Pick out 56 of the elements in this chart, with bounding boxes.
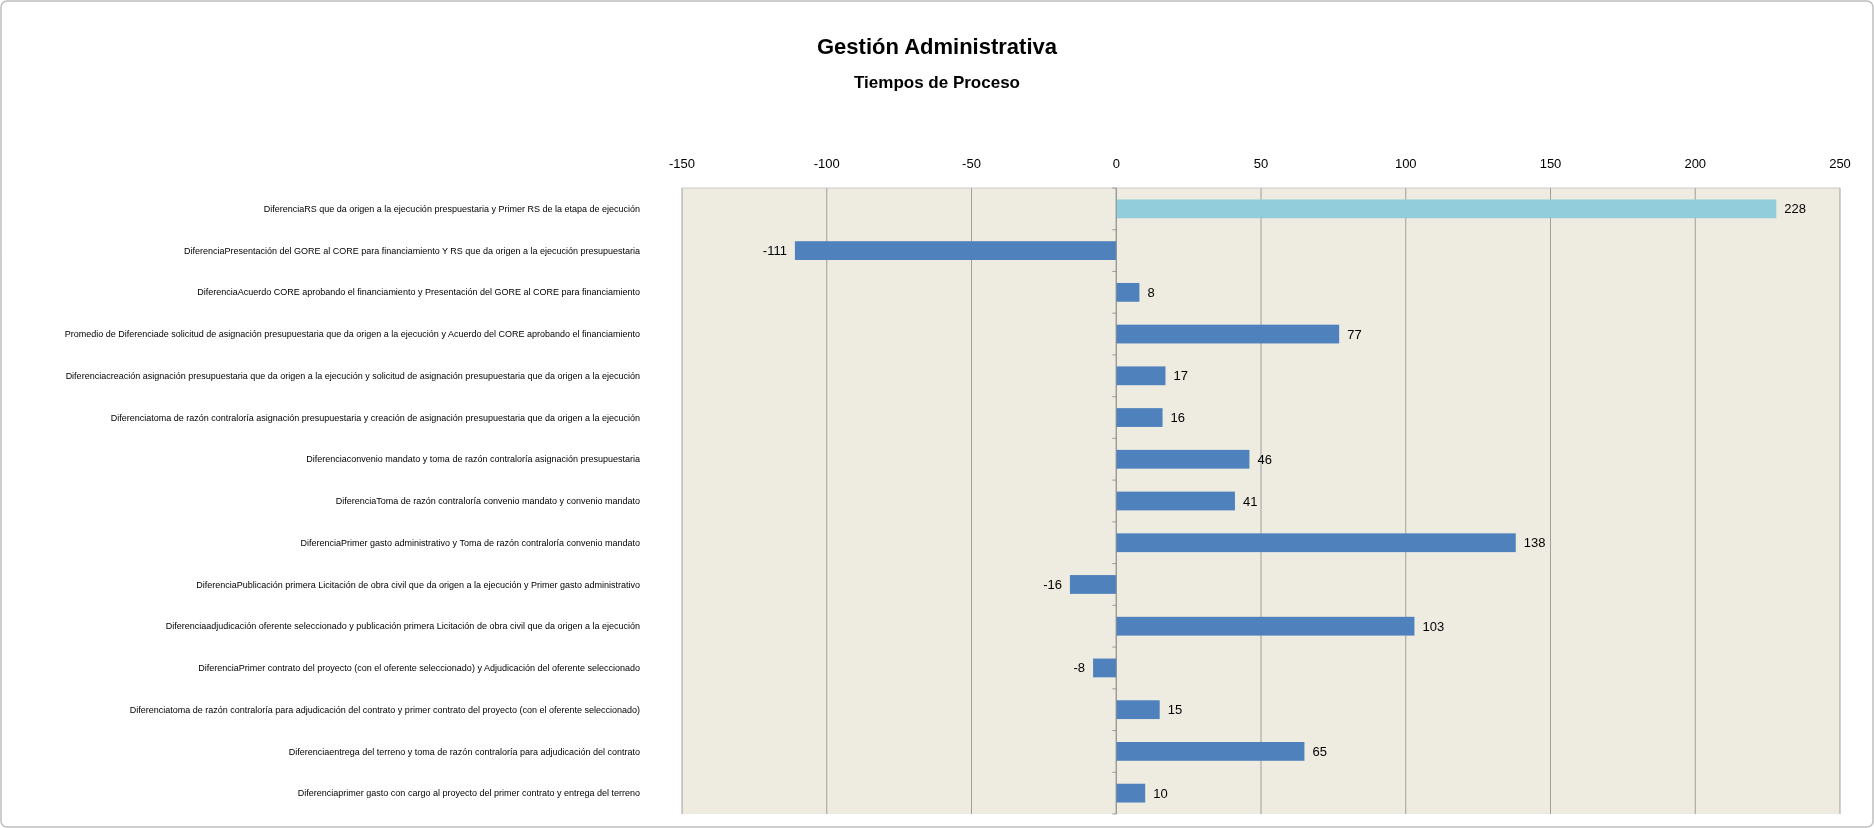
y-tick-label: DiferenciaPrimer gasto administrativo y Toma de razón contraloría convenio mandato	[300, 537, 640, 548]
bar	[1116, 199, 1777, 219]
y-tick-label: Diferenciaconvenio mandato y toma de razón contraloría asignación presupuestaria	[306, 454, 640, 465]
data-label: 16	[1170, 410, 1186, 426]
y-tick-label: Diferenciaentrega del terreno y toma de razón contraloría para adjudicación del contrato	[288, 746, 640, 757]
y-tick-label: DiferenciaPublicación primera Licitación de obra civil que da origen a la ejecución y Primer gasto administrativo	[196, 579, 640, 590]
data-label: 15	[1167, 702, 1183, 718]
data-label: -16	[1043, 577, 1062, 593]
data-label: 65	[1312, 743, 1327, 759]
bar	[1116, 742, 1305, 761]
x-tick-label: -50	[962, 156, 981, 171]
data-label: 77	[1347, 326, 1362, 342]
y-tick-label: DiferenciaPrimer contrato del proyecto (con el oferente seleccionado) y Adjudicación del oferente seleccionado	[198, 663, 640, 674]
data-label: 17	[1173, 368, 1188, 384]
x-tick-label: 250	[1829, 156, 1851, 171]
bar	[1116, 616, 1415, 636]
x-tick-label: -100	[813, 156, 840, 171]
y-tick-label: Diferenciatoma de razón contraloría asignación presupuestaria y creación de asignación presupuestaria que da origen a la ejecución	[110, 412, 640, 423]
data-label: 8	[1147, 284, 1155, 300]
y-tick-label: DiferenciaToma de razón contraloría convenio mandato y convenio mandato	[335, 496, 640, 507]
bar	[1116, 408, 1163, 427]
y-tick-label: DiferenciaRS que da origen a la ejecución prespuestaria y Primer RS de la etapa de ejecución	[263, 204, 640, 215]
data-label: 46	[1257, 451, 1272, 467]
data-label: -111	[762, 243, 787, 259]
bar	[1069, 575, 1117, 594]
data-label: 228	[1784, 201, 1807, 217]
bar	[1116, 783, 1146, 803]
bar	[1116, 282, 1140, 302]
chart-title: Gestión Administrativa	[816, 34, 1058, 59]
x-tick-label: 50	[1253, 156, 1269, 171]
x-tick-label: 100	[1394, 156, 1417, 171]
bar	[1116, 366, 1166, 386]
y-tick-label: Diferenciaprimer gasto con cargo al proyecto del primer contrato y entrega del terreno	[297, 788, 640, 799]
bar	[1116, 533, 1516, 553]
bar	[1093, 658, 1117, 678]
y-tick-label: Diferenciaadjudicación oferente seleccionado y publicación primera Licitación de obra civil que da origen a la ejecución	[165, 621, 640, 632]
bar	[794, 241, 1117, 260]
x-tick-label: 200	[1684, 156, 1707, 171]
bar	[1116, 324, 1340, 344]
data-label: 138	[1523, 535, 1546, 551]
y-tick-label: Diferenciacreación asignación presupuestaria que da origen a la ejecución y solicitud de asignación presupuestaria que da origen a la ejecución	[65, 370, 640, 381]
x-tick-label: 150	[1539, 156, 1562, 171]
bar	[1116, 449, 1250, 469]
bar	[1116, 491, 1235, 511]
bar	[1116, 700, 1160, 720]
x-tick-label: 0	[1112, 156, 1120, 171]
y-tick-label: DiferenciaAcuerdo CORE aprobando el financiamiento y Presentación del GORE al CORE para financiamiento	[197, 287, 640, 298]
data-label: -8	[1073, 660, 1086, 676]
y-tick-label: DiferenciaPresentación del GORE al CORE para financiamiento Y RS que da origen a la ejecución presupuestaria	[184, 245, 640, 256]
x-tick-label: -150	[668, 156, 696, 171]
chart-subtitle: Tiempos de Proceso	[854, 73, 1020, 92]
y-tick-label: Diferenciatoma de razón contraloría para adjudicación del contrato y primer contrato del proyecto (con el oferente seleccionado)	[129, 704, 640, 715]
y-tick-label: Promedio de Diferenciade solicitud de asignación presupuestaria que da origen a la ejecución y Acuerdo del CORE aprobando el financiamiento	[64, 329, 640, 340]
data-label: 103	[1422, 618, 1445, 634]
data-label: 41	[1242, 493, 1258, 509]
data-label: 10	[1153, 785, 1168, 801]
